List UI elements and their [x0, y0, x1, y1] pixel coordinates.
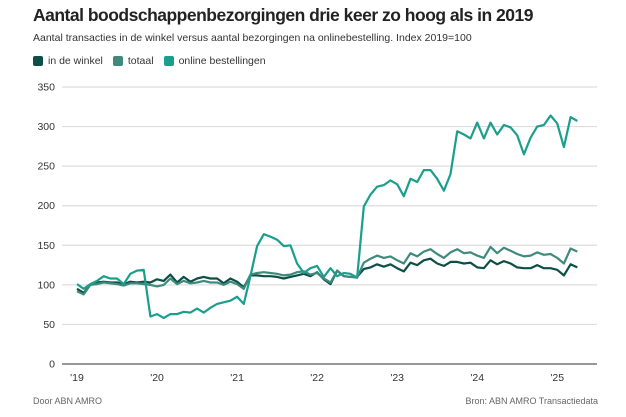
x-tick-label: '25 — [550, 372, 564, 384]
x-tick-label: '20 — [150, 372, 164, 384]
x-tick-label: '22 — [310, 372, 324, 384]
legend-label-totaal: totaal — [127, 55, 154, 67]
legend: in de winkel totaal online bestellingen — [33, 54, 266, 68]
x-tick-label: '23 — [390, 372, 404, 384]
legend-swatch-totaal — [112, 56, 123, 66]
y-tick-label: 250 — [37, 161, 55, 173]
x-tick-label: '24 — [470, 372, 484, 384]
x-tick-label: '19 — [70, 372, 84, 384]
footer-source: Bron: ABN AMRO Transactiedata — [465, 396, 598, 406]
y-tick-label: 350 — [37, 82, 55, 94]
chart-subtitle: Aantal transacties in de winkel versus a… — [33, 32, 472, 44]
legend-item-totaal: totaal — [112, 54, 154, 68]
y-tick-label: 300 — [37, 121, 55, 133]
y-tick-label: 50 — [43, 319, 55, 331]
chart-title: Aantal boodschappenbezorgingen drie keer… — [33, 5, 533, 25]
legend-item-online: online bestellingen — [163, 54, 266, 68]
y-tick-label: 200 — [37, 200, 55, 212]
series-line-totaal — [76, 245, 578, 296]
footer-credit: Door ABN AMRO — [33, 396, 103, 406]
y-tick-label: 150 — [37, 240, 55, 252]
series-line-online — [76, 114, 578, 320]
y-tick-label: 100 — [37, 279, 55, 291]
legend-item-winkel: in de winkel — [33, 54, 103, 68]
legend-swatch-online — [163, 56, 174, 66]
series-line-winkel — [76, 257, 578, 294]
legend-label-online: online bestellingen — [178, 55, 266, 67]
y-tick-label: 0 — [49, 359, 55, 371]
legend-swatch-winkel — [33, 56, 43, 66]
legend-label-winkel: in de winkel — [48, 55, 103, 67]
x-tick-label: '21 — [230, 372, 244, 384]
